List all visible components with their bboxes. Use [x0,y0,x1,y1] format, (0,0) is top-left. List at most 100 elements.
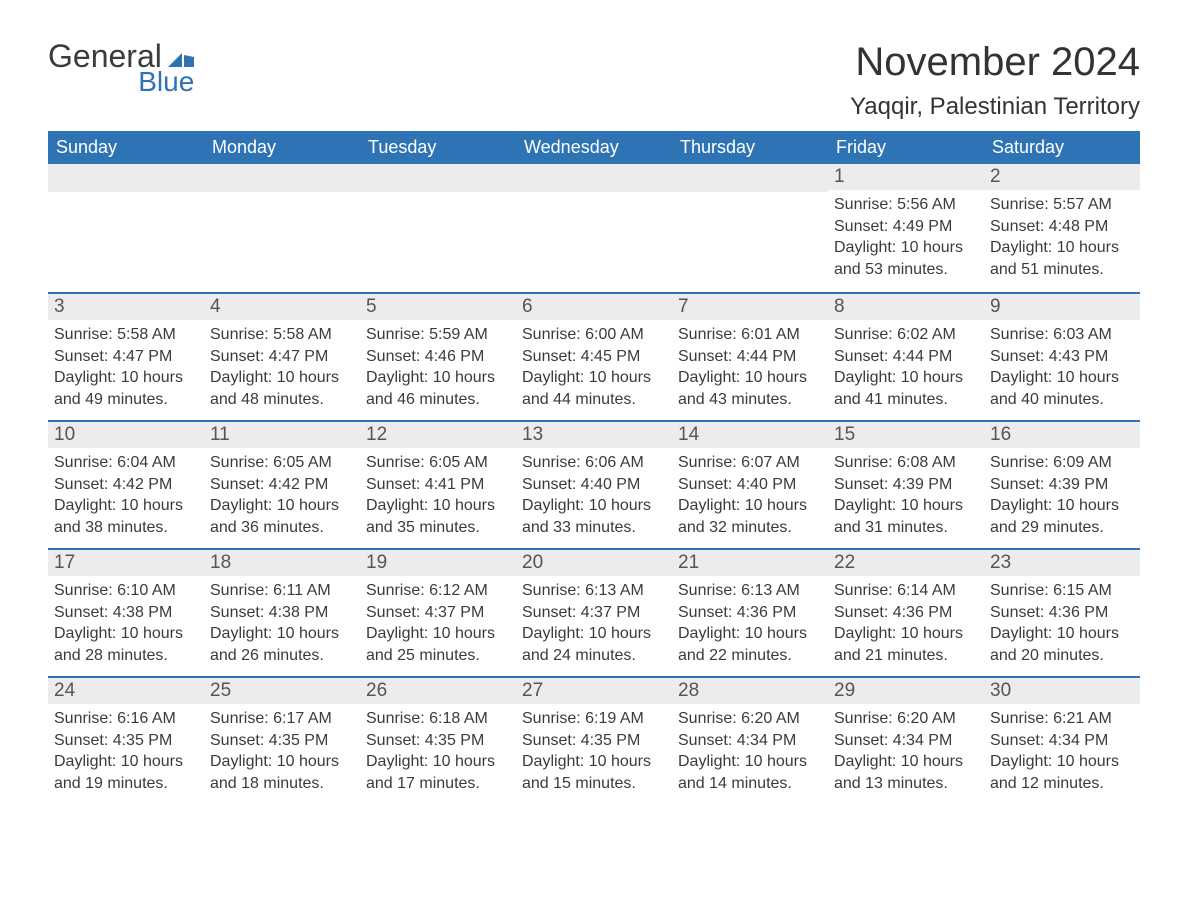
day-body: Sunrise: 5:57 AMSunset: 4:48 PMDaylight:… [984,190,1140,288]
weekday-cell: Friday [828,131,984,164]
day-cell: 13Sunrise: 6:06 AMSunset: 4:40 PMDayligh… [516,422,672,548]
day-number: 23 [984,550,1140,576]
sunset-text: Sunset: 4:38 PM [54,602,198,624]
day-cell [48,164,204,292]
weekday-cell: Tuesday [360,131,516,164]
daylight-text: Daylight: 10 hours and 22 minutes. [678,623,822,666]
daylight-text: Daylight: 10 hours and 20 minutes. [990,623,1134,666]
day-body: Sunrise: 6:15 AMSunset: 4:36 PMDaylight:… [984,576,1140,674]
day-cell: 28Sunrise: 6:20 AMSunset: 4:34 PMDayligh… [672,678,828,804]
day-number: 30 [984,678,1140,704]
day-body: Sunrise: 6:21 AMSunset: 4:34 PMDaylight:… [984,704,1140,802]
daylight-text: Daylight: 10 hours and 51 minutes. [990,237,1134,280]
sunset-text: Sunset: 4:36 PM [990,602,1134,624]
day-body: Sunrise: 6:20 AMSunset: 4:34 PMDaylight:… [828,704,984,802]
day-cell: 26 Sunrise: 6:18 AMSunset: 4:35 PMDayligh… [360,678,516,804]
day-cell: 1Sunrise: 5:56 AMSunset: 4:49 PMDaylight… [828,164,984,292]
sunrise-text: Sunrise: 6:02 AM [834,324,978,346]
sunset-text: Sunset: 4:35 PM [366,730,510,752]
day-cell: 20Sunrise: 6:13 AMSunset: 4:37 PMDayligh… [516,550,672,676]
sunset-text: Sunset: 4:38 PM [210,602,354,624]
empty-day [48,164,204,192]
daylight-text: Daylight: 10 hours and 25 minutes. [366,623,510,666]
day-body: Sunrise: 6:00 AMSunset: 4:45 PMDaylight:… [516,320,672,418]
sunset-text: Sunset: 4:46 PM [366,346,510,368]
day-body: Sunrise: 5:56 AMSunset: 4:49 PMDaylight:… [828,190,984,288]
sunrise-text: Sunrise: 5:58 AM [54,324,198,346]
day-body: Sunrise: 6:12 AMSunset: 4:37 PMDaylight:… [360,576,516,674]
daylight-text: Daylight: 10 hours and 19 minutes. [54,751,198,794]
daylight-text: Daylight: 10 hours and 33 minutes. [522,495,666,538]
day-number: 5 [360,294,516,320]
day-number: 21 [672,550,828,576]
sunset-text: Sunset: 4:41 PM [366,474,510,496]
sunset-text: Sunset: 4:34 PM [678,730,822,752]
day-cell: 15Sunrise: 6:08 AMSunset: 4:39 PMDayligh… [828,422,984,548]
sunrise-text: Sunrise: 6:12 AM [366,580,510,602]
weekday-cell: Saturday [984,131,1140,164]
sunset-text: Sunset: 4:35 PM [522,730,666,752]
daylight-text: Daylight: 10 hours and 26 minutes. [210,623,354,666]
day-number: 7 [672,294,828,320]
sunrise-text: Sunrise: 6:03 AM [990,324,1134,346]
day-cell: 22Sunrise: 6:14 AMSunset: 4:36 PMDayligh… [828,550,984,676]
sunrise-text: Sunrise: 6:08 AM [834,452,978,474]
day-body: Sunrise: 6:05 AMSunset: 4:42 PMDaylight:… [204,448,360,546]
weekday-header-row: SundayMondayTuesdayWednesdayThursdayFrid… [48,131,1140,164]
day-number: 13 [516,422,672,448]
daylight-text: Daylight: 10 hours and 17 minutes. [366,751,510,794]
sunset-text: Sunset: 4:42 PM [210,474,354,496]
sunrise-text: Sunrise: 6:04 AM [54,452,198,474]
sunrise-text: Sunrise: 6:17 AM [210,708,354,730]
sunrise-text: Sunrise: 6:14 AM [834,580,978,602]
day-number: 8 [828,294,984,320]
day-body: Sunrise: 6:02 AMSunset: 4:44 PMDaylight:… [828,320,984,418]
weekday-cell: Monday [204,131,360,164]
day-number: 9 [984,294,1140,320]
day-body: Sunrise: 6:01 AMSunset: 4:44 PMDaylight:… [672,320,828,418]
day-body: Sunrise: 6:08 AMSunset: 4:39 PMDaylight:… [828,448,984,546]
day-cell: 9Sunrise: 6:03 AMSunset: 4:43 PMDaylight… [984,294,1140,420]
daylight-text: Daylight: 10 hours and 28 minutes. [54,623,198,666]
empty-day [516,164,672,192]
day-number: 24 [48,678,204,704]
day-number: 26 [360,678,516,704]
day-body: Sunrise: 6:07 AMSunset: 4:40 PMDaylight:… [672,448,828,546]
sunrise-text: Sunrise: 6:05 AM [210,452,354,474]
sunrise-text: Sunrise: 6:01 AM [678,324,822,346]
sunset-text: Sunset: 4:44 PM [678,346,822,368]
sunrise-text: Sunrise: 6:20 AM [678,708,822,730]
day-body: Sunrise: 6:14 AMSunset: 4:36 PMDaylight:… [828,576,984,674]
daylight-text: Daylight: 10 hours and 31 minutes. [834,495,978,538]
day-number: 2 [984,164,1140,190]
day-cell: 23Sunrise: 6:15 AMSunset: 4:36 PMDayligh… [984,550,1140,676]
empty-day [360,164,516,192]
sunset-text: Sunset: 4:37 PM [366,602,510,624]
sunrise-text: Sunrise: 6:18 AM [366,708,510,730]
sunset-text: Sunset: 4:39 PM [834,474,978,496]
day-number: 20 [516,550,672,576]
daylight-text: Daylight: 10 hours and 38 minutes. [54,495,198,538]
weekday-cell: Thursday [672,131,828,164]
sunset-text: Sunset: 4:35 PM [54,730,198,752]
sunset-text: Sunset: 4:35 PM [210,730,354,752]
daylight-text: Daylight: 10 hours and 35 minutes. [366,495,510,538]
month-title: November 2024 [850,40,1140,85]
day-cell: 10Sunrise: 6:04 AMSunset: 4:42 PMDayligh… [48,422,204,548]
daylight-text: Daylight: 10 hours and 15 minutes. [522,751,666,794]
weekday-cell: Wednesday [516,131,672,164]
day-body: Sunrise: 6:13 AMSunset: 4:36 PMDaylight:… [672,576,828,674]
sunset-text: Sunset: 4:49 PM [834,216,978,238]
empty-day [672,164,828,192]
day-cell: 12Sunrise: 6:05 AMSunset: 4:41 PMDayligh… [360,422,516,548]
day-number: 11 [204,422,360,448]
daylight-text: Daylight: 10 hours and 40 minutes. [990,367,1134,410]
day-number: 3 [48,294,204,320]
daylight-text: Daylight: 10 hours and 29 minutes. [990,495,1134,538]
day-body: Sunrise: 6:11 AMSunset: 4:38 PMDaylight:… [204,576,360,674]
day-number: 27 [516,678,672,704]
day-number: 10 [48,422,204,448]
day-cell: 6Sunrise: 6:00 AMSunset: 4:45 PMDaylight… [516,294,672,420]
day-body: Sunrise: 6:10 AMSunset: 4:38 PMDaylight:… [48,576,204,674]
day-number: 18 [204,550,360,576]
